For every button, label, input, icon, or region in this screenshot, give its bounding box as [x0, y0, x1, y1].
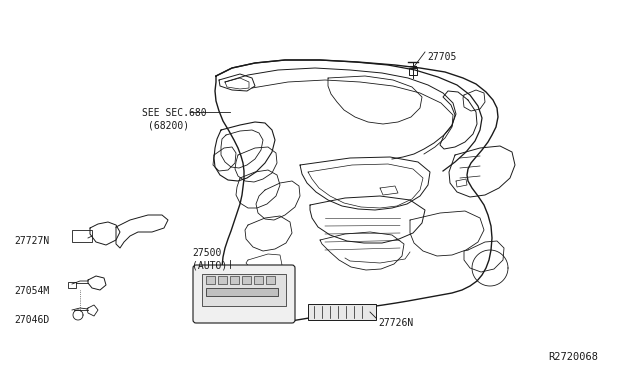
- Bar: [206, 276, 215, 284]
- Text: 27500: 27500: [192, 248, 221, 258]
- Text: SEE SEC.680: SEE SEC.680: [142, 108, 207, 118]
- Text: (68200): (68200): [148, 120, 189, 130]
- Bar: [202, 274, 286, 306]
- Text: 27726N: 27726N: [378, 318, 413, 328]
- Text: 27046D: 27046D: [14, 315, 49, 325]
- Bar: [218, 276, 227, 284]
- Bar: [206, 288, 278, 296]
- Text: (AUTO): (AUTO): [192, 260, 227, 270]
- FancyBboxPatch shape: [193, 265, 295, 323]
- Bar: [68, 282, 76, 288]
- Bar: [409, 68, 417, 75]
- Text: R2720068: R2720068: [548, 352, 598, 362]
- Bar: [72, 230, 92, 242]
- Bar: [242, 276, 251, 284]
- Text: 27705: 27705: [427, 52, 456, 62]
- Text: 27054M: 27054M: [14, 286, 49, 296]
- Text: 27727N: 27727N: [14, 236, 49, 246]
- Bar: [230, 276, 239, 284]
- Bar: [266, 276, 275, 284]
- Bar: [308, 304, 376, 320]
- Bar: [254, 276, 263, 284]
